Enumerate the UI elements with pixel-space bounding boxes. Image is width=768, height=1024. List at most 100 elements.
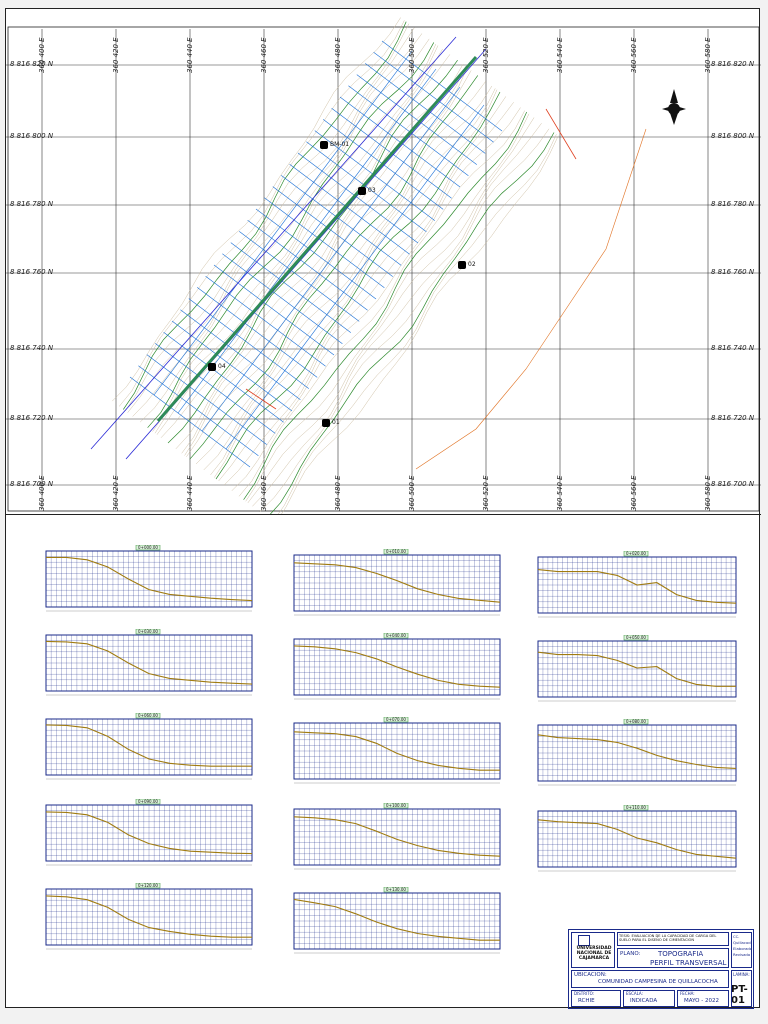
section-line xyxy=(163,331,284,423)
section-line xyxy=(239,231,360,322)
profile-label: 0+130.00 xyxy=(386,887,406,892)
plan-title-1: TOPOGRAFIA xyxy=(658,950,704,958)
section-line xyxy=(255,208,377,300)
easting-label: 360 460 E xyxy=(260,37,268,73)
contour-line xyxy=(245,113,530,502)
section-line xyxy=(171,320,293,412)
section-line xyxy=(129,376,251,468)
scale-label: ESCALA: xyxy=(626,991,643,996)
cross-section-profile: 0+090.00 xyxy=(44,799,256,875)
contour-line xyxy=(252,123,542,507)
cross-section-profile: 0+030.00 xyxy=(44,629,256,705)
easting-label: 360 440 E xyxy=(186,475,194,511)
side-text-1: CC. Quillacocha xyxy=(733,934,751,945)
district-box: DISTRITO: RCHIE xyxy=(571,990,621,1007)
section-line xyxy=(306,141,427,233)
profile-label: 0+010.00 xyxy=(386,549,406,554)
profile-label: 0+090.00 xyxy=(138,799,158,804)
side-text-3: Revisado xyxy=(733,952,751,957)
scale-box: ESCALA: INDICADA xyxy=(623,990,675,1007)
benchmark-marker-icon xyxy=(208,363,216,371)
easting-label: 360 560 E xyxy=(630,475,638,511)
boundary-line xyxy=(90,36,457,450)
contour-line xyxy=(267,132,555,518)
north-arrow-icon xyxy=(662,89,686,125)
cross-section-profile: 0+020.00 xyxy=(536,551,740,627)
benchmark-label: BM-01 xyxy=(330,141,350,148)
district-value: RCHIE xyxy=(578,998,595,1004)
date-box: FECHA: MAYO - 2022 xyxy=(677,990,729,1007)
ground-profile-line xyxy=(537,651,736,687)
longitudinal-line xyxy=(225,104,485,450)
university-logo-icon xyxy=(578,935,590,946)
red-line xyxy=(245,388,277,410)
plan-drawing xyxy=(6,17,761,524)
ground-profile-line xyxy=(45,811,253,855)
scale-value: INDICADA xyxy=(630,998,658,1004)
section-line xyxy=(230,242,351,333)
ground-profile-line xyxy=(293,816,501,857)
section-line xyxy=(289,163,410,255)
benchmark-label: 04 xyxy=(218,363,226,370)
location-label: UBICACION: xyxy=(574,972,607,978)
northing-label: 8 816 800 N xyxy=(711,132,755,140)
section-line xyxy=(264,197,385,289)
sheet-box: LAMINA: PT-01 xyxy=(731,970,752,1007)
section-line xyxy=(155,343,276,434)
easting-label: 360 540 E xyxy=(556,475,564,511)
section-line xyxy=(356,74,477,165)
location-value: COMUNIDAD CAMPESINA DE QUILLACOCHA xyxy=(598,979,718,985)
northing-label: 8 816 740 N xyxy=(711,344,755,352)
northing-label: 8 816 760 N xyxy=(711,268,755,276)
benchmark-marker-icon xyxy=(320,141,328,149)
easting-label: 360 420 E xyxy=(112,475,120,511)
easting-label: 360 540 E xyxy=(556,37,564,73)
section-line xyxy=(213,264,335,356)
sheet-label: LAMINA: xyxy=(733,972,750,977)
contour-line xyxy=(247,117,535,504)
northing-label: 8 816 700 N xyxy=(10,480,54,488)
benchmark-label: 01 xyxy=(332,419,340,426)
benchmark-label: 02 xyxy=(468,261,476,268)
district-label: DISTRITO: xyxy=(574,991,595,996)
contour-line xyxy=(259,128,550,512)
section-line xyxy=(197,287,318,378)
easting-label: 360 560 E xyxy=(630,37,638,73)
section-line xyxy=(381,40,503,132)
contour-line xyxy=(272,134,557,522)
ground-profile-line xyxy=(45,640,253,685)
northing-label: 8 816 720 N xyxy=(711,414,755,422)
easting-label: 360 500 E xyxy=(408,37,416,73)
section-line xyxy=(281,175,402,266)
section-line xyxy=(373,51,494,143)
drawing-sheet: 360 400 E 360 400 E 360 420 E 360 420 E 360 … xyxy=(5,8,761,1009)
section-line xyxy=(222,253,343,345)
profile-label: 0+000.00 xyxy=(138,545,158,550)
section-line xyxy=(180,309,301,401)
profile-label: 0+110.00 xyxy=(626,805,646,810)
cross-section-profile: 0+120.00 xyxy=(44,883,256,959)
cross-section-profile: 0+100.00 xyxy=(292,803,504,879)
date-value: MAYO - 2022 xyxy=(684,998,719,1004)
easting-label: 360 480 E xyxy=(334,475,342,511)
section-line xyxy=(188,298,309,389)
section-line xyxy=(247,219,368,311)
section-line xyxy=(365,63,486,154)
benchmark-label: 03 xyxy=(368,187,376,194)
section-line xyxy=(348,85,469,177)
northing-label: 8 816 720 N xyxy=(10,414,54,422)
ground-profile-line xyxy=(45,724,252,767)
section-line xyxy=(205,275,326,367)
road-axis xyxy=(156,56,478,422)
northing-label: 8 816 780 N xyxy=(711,200,755,208)
contour-line xyxy=(238,110,525,497)
red-line xyxy=(545,108,577,160)
easting-label: 360 420 E xyxy=(112,37,120,73)
ground-profile-line xyxy=(293,562,501,603)
thesis-box: TESIS: EVALUACION DE LA CAPACIDAD DE CAR… xyxy=(617,932,729,946)
contour-line xyxy=(243,111,528,500)
easting-label: 360 520 E xyxy=(482,475,490,511)
easting-label: 360 460 E xyxy=(260,475,268,511)
cross-section-profile: 0+110.00 xyxy=(536,805,740,881)
section-line xyxy=(138,365,259,457)
